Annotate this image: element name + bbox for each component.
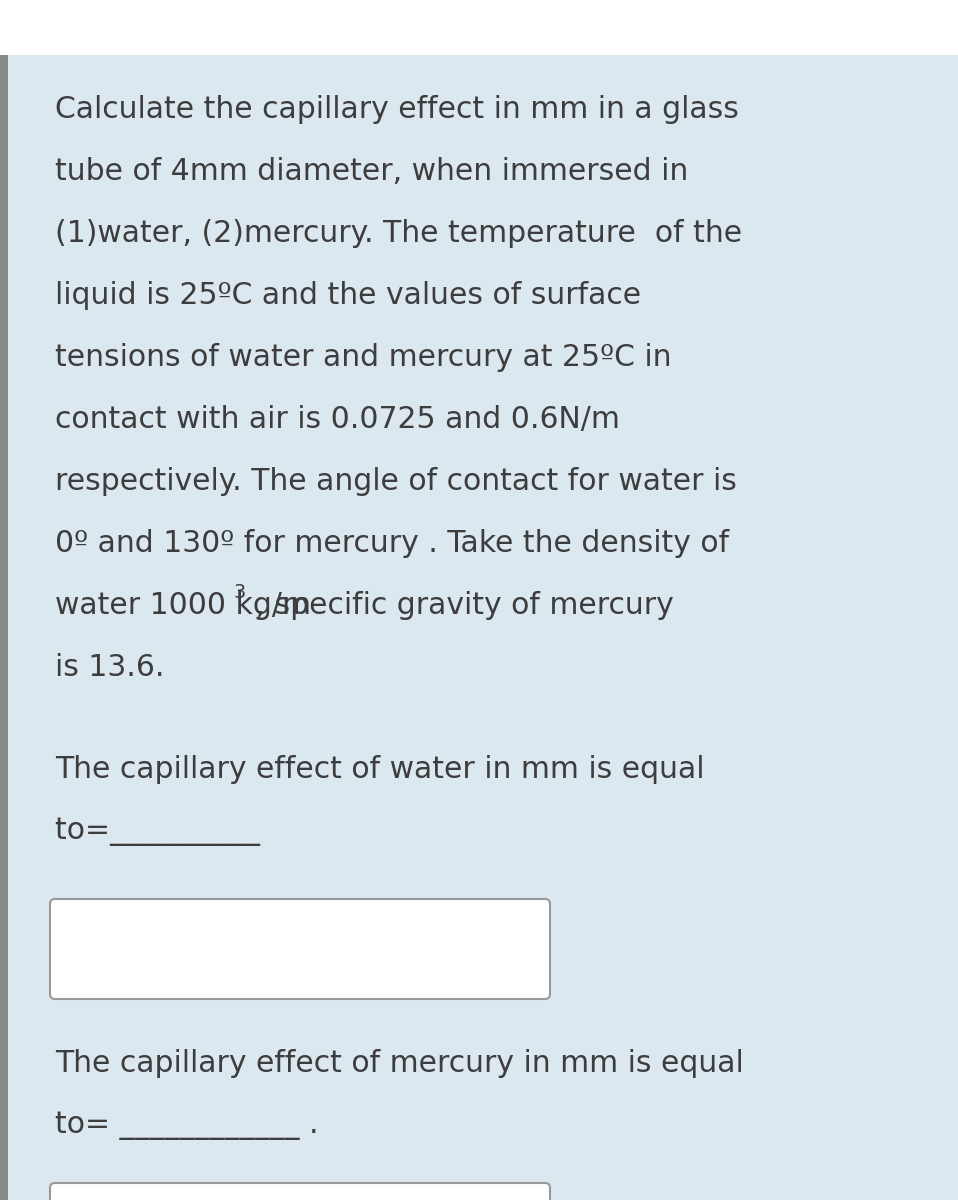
Text: The capillary effect of mercury in mm is equal: The capillary effect of mercury in mm is… bbox=[55, 1049, 743, 1078]
Text: water 1000 kg/m: water 1000 kg/m bbox=[55, 590, 311, 620]
Text: is 13.6.: is 13.6. bbox=[55, 653, 165, 682]
Text: 3: 3 bbox=[234, 583, 246, 602]
Text: contact with air is 0.0725 and 0.6N/m: contact with air is 0.0725 and 0.6N/m bbox=[55, 404, 620, 434]
Text: 0º and 130º for mercury . Take the density of: 0º and 130º for mercury . Take the densi… bbox=[55, 529, 729, 558]
Bar bbox=[0, 55, 8, 1200]
Text: , specific gravity of mercury: , specific gravity of mercury bbox=[246, 590, 674, 620]
Text: The capillary effect of water in mm is equal: The capillary effect of water in mm is e… bbox=[55, 755, 704, 784]
Text: respectively. The angle of contact for water is: respectively. The angle of contact for w… bbox=[55, 467, 737, 496]
FancyBboxPatch shape bbox=[50, 1183, 550, 1200]
Text: tensions of water and mercury at 25ºC in: tensions of water and mercury at 25ºC in bbox=[55, 343, 672, 372]
Text: Calculate the capillary effect in mm in a glass: Calculate the capillary effect in mm in … bbox=[55, 95, 739, 124]
FancyBboxPatch shape bbox=[50, 899, 550, 998]
Bar bbox=[0, 0, 958, 55]
Text: (1)water, (2)mercury. The temperature  of the: (1)water, (2)mercury. The temperature of… bbox=[55, 218, 742, 248]
Text: liquid is 25ºC and the values of surface: liquid is 25ºC and the values of surface bbox=[55, 281, 641, 310]
Text: to= ____________ .: to= ____________ . bbox=[55, 1111, 319, 1140]
Text: tube of 4mm diameter, when immersed in: tube of 4mm diameter, when immersed in bbox=[55, 157, 688, 186]
Text: to=__________: to=__________ bbox=[55, 817, 269, 846]
